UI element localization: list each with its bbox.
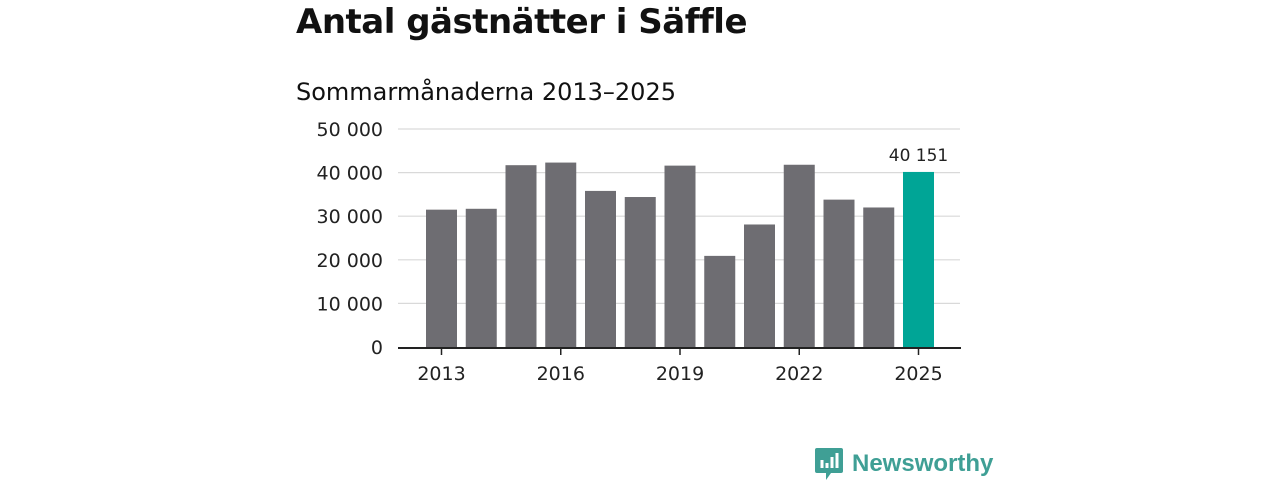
bar-2024 bbox=[863, 207, 895, 347]
y-tick-label: 20 000 bbox=[317, 250, 383, 272]
bar-2023 bbox=[823, 199, 855, 347]
bar-2019 bbox=[664, 165, 696, 347]
brand-name: Newsworthy bbox=[852, 450, 994, 477]
y-tick-label: 50 000 bbox=[317, 119, 383, 141]
y-tick-label: 40 000 bbox=[317, 163, 383, 185]
x-tick-label: 2025 bbox=[894, 363, 942, 385]
chart-title: Antal gästnätter i Säffle bbox=[296, 2, 748, 42]
bar-2021 bbox=[744, 224, 775, 347]
bars bbox=[426, 162, 934, 347]
bar-2016 bbox=[545, 162, 577, 347]
x-tick-label: 2022 bbox=[775, 363, 823, 385]
x-tick-label: 2013 bbox=[417, 363, 465, 385]
bar-2020 bbox=[704, 255, 736, 347]
bar-chart: 0 10 000 20 000 30 000 40 000 50 000 40 151 2… bbox=[317, 119, 961, 385]
bar-2017 bbox=[585, 190, 616, 347]
y-tick-label: 10 000 bbox=[317, 293, 383, 315]
x-tick-label: 2016 bbox=[537, 363, 585, 385]
data-labels: 40 151 bbox=[889, 146, 948, 166]
bar-2014 bbox=[465, 208, 497, 347]
bar-2025 bbox=[903, 171, 934, 347]
bar-2015 bbox=[505, 165, 537, 347]
bar-2013 bbox=[426, 209, 457, 347]
y-tick-label: 0 bbox=[371, 337, 383, 359]
x-axis-ticks: 2013 2016 2019 2022 2025 bbox=[417, 348, 943, 385]
bar-2022 bbox=[783, 164, 815, 347]
brand-logo: Newsworthy bbox=[814, 446, 993, 482]
newsworthy-logo-icon bbox=[815, 448, 843, 480]
chart-subtitle: Sommarmånaderna 2013–2025 bbox=[296, 78, 676, 106]
x-tick-label: 2019 bbox=[656, 363, 704, 385]
bar-2018 bbox=[624, 197, 656, 347]
y-tick-label: 30 000 bbox=[317, 206, 383, 228]
y-axis-tick-labels: 0 10 000 20 000 30 000 40 000 50 000 bbox=[317, 119, 383, 359]
data-label: 40 151 bbox=[889, 146, 948, 166]
